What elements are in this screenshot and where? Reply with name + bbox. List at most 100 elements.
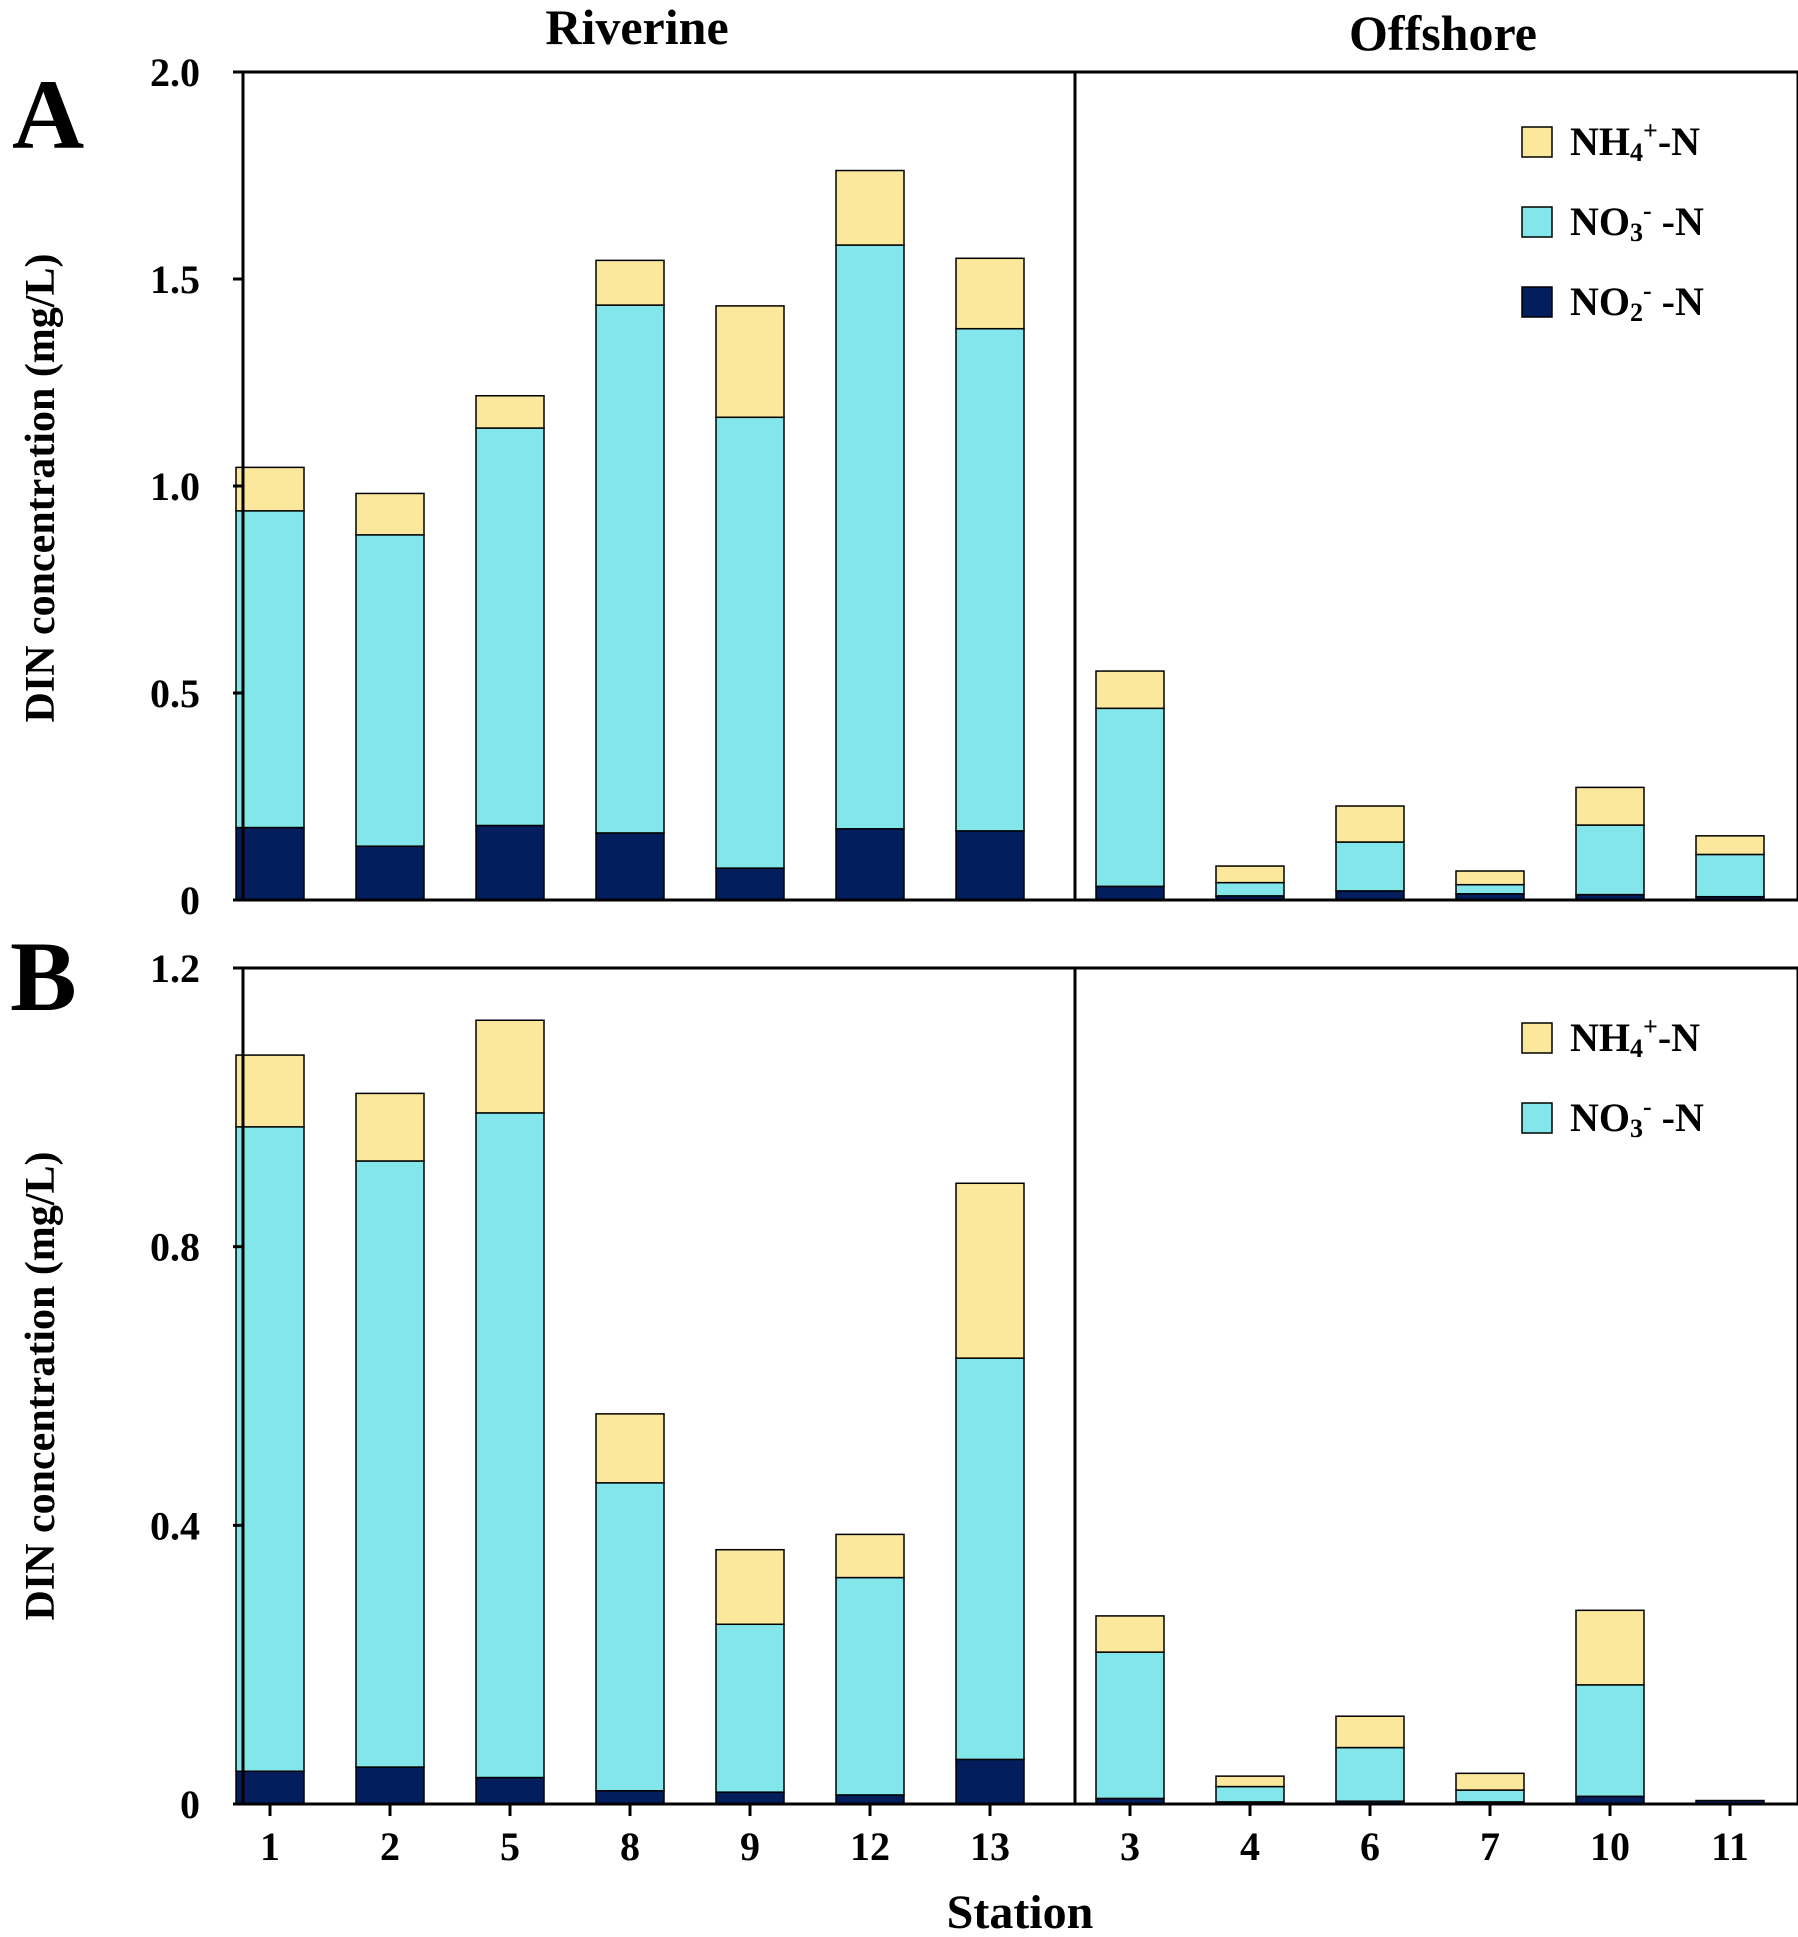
bar-a-station-3-nh4 xyxy=(1095,670,1165,710)
bar-a-station-1-nh4 xyxy=(235,466,305,512)
x-tick-label-station-7: 7 xyxy=(1480,1824,1500,1869)
x-tick-label-station-1: 1 xyxy=(260,1824,280,1869)
panel-a-y-axis: 0 0.5 1.0 1.5 2.0 xyxy=(150,50,243,923)
panel-b: 00.40.81.2 1 2 5 8 9 12 13 3 4 6 7 10 11 NH4+-NNO3- … xyxy=(18,946,1798,1869)
bar-b-station-10-no3 xyxy=(1575,1684,1645,1798)
b-legend-swatch-no3 xyxy=(1521,1102,1553,1134)
bar-b-station-1-non xyxy=(235,1770,305,1805)
bar-b-station-2-no3 xyxy=(355,1160,425,1768)
panel-letter-b: B xyxy=(10,921,77,1032)
a-y-tick-label: 1.0 xyxy=(150,464,200,509)
bar-a-station-11-no3 xyxy=(1695,853,1765,898)
a-legend-label-no3: NO3- -N xyxy=(1570,196,1704,247)
a-legend-swatch-nh4 xyxy=(1521,126,1553,158)
x-tick-label-station-6: 6 xyxy=(1360,1824,1380,1869)
panel-b-legend: NH4+-N NO3- -N xyxy=(1521,1012,1704,1143)
bar-b-station-7-no3 xyxy=(1455,1789,1525,1803)
bar-a-station-6-nh4 xyxy=(1335,805,1405,843)
bar-b-station-3-no3 xyxy=(1095,1651,1165,1800)
a-legend-label-no2: NO2- -N xyxy=(1570,276,1704,327)
bar-a-station-3-no2 xyxy=(1095,885,1165,901)
x-tick-label-station-3: 3 xyxy=(1120,1824,1140,1869)
bar-b-station-3-nh4 xyxy=(1095,1615,1165,1653)
a-y-tick-label: 2.0 xyxy=(150,50,200,95)
a-y-tick-label: 0 xyxy=(180,878,200,923)
panel-letter-a: A xyxy=(12,59,84,170)
x-tick-label-station-13: 13 xyxy=(970,1824,1010,1869)
a-legend-swatch-no3 xyxy=(1521,206,1553,238)
bar-b-station-6-no3 xyxy=(1335,1746,1405,1802)
bar-a-station-7-no3 xyxy=(1455,883,1525,895)
bar-a-station-4-nh4 xyxy=(1215,865,1285,884)
panel-a-bars xyxy=(235,169,1765,901)
b-y-tick-label: 0.8 xyxy=(150,1225,200,1270)
bar-a-station-12-nh4 xyxy=(835,169,905,246)
bar-b-station-4-no3 xyxy=(1215,1785,1285,1803)
bar-a-station-10-no3 xyxy=(1575,824,1645,896)
bar-a-station-5-no2 xyxy=(475,824,545,901)
bar-a-station-8-no2 xyxy=(595,832,665,901)
bar-b-station-12-nh4 xyxy=(835,1533,905,1579)
bar-a-station-10-nh4 xyxy=(1575,786,1645,826)
bar-b-station-6-nh4 xyxy=(1335,1715,1405,1749)
bar-b-station-9-nh4 xyxy=(715,1548,785,1626)
bar-b-station-2-non xyxy=(355,1766,425,1805)
bar-a-station-5-nh4 xyxy=(475,394,545,429)
x-axis-label: Station xyxy=(947,1886,1094,1937)
bar-b-station-9-non xyxy=(715,1791,785,1805)
x-tick-label-station-8: 8 xyxy=(620,1824,640,1869)
bar-a-station-3-no3 xyxy=(1095,707,1165,888)
a-y-tick-label: 0.5 xyxy=(150,671,200,716)
bar-a-station-8-nh4 xyxy=(595,259,665,306)
bar-a-station-2-no2 xyxy=(355,845,425,901)
bar-b-station-1-no3 xyxy=(235,1126,305,1773)
x-tick-label-station-4: 4 xyxy=(1240,1824,1260,1869)
a-y-tick-label: 1.5 xyxy=(150,257,200,302)
panel-b-y-axis: 0 0.4 0.8 1.2 xyxy=(150,946,243,1827)
b-legend-label-no3: NO3- -N xyxy=(1570,1092,1704,1143)
panel-a-legend: NH4+-N NO3- -N NO2- -N xyxy=(1521,116,1704,327)
bar-a-station-12-no2 xyxy=(835,828,905,901)
b-y-tick-label: 1.2 xyxy=(150,946,200,991)
bar-a-station-9-no2 xyxy=(715,867,785,901)
bar-b-station-10-nh4 xyxy=(1575,1609,1645,1686)
bar-b-station-2-nh4 xyxy=(355,1092,425,1162)
bar-a-station-7-nh4 xyxy=(1455,870,1525,886)
bar-b-station-5-no3 xyxy=(475,1112,545,1779)
x-tick-label-station-10: 10 xyxy=(1590,1824,1630,1869)
bar-b-station-5-non xyxy=(475,1776,545,1805)
bar-a-station-9-no3 xyxy=(715,416,785,869)
b-legend-label-nh4: NH4+-N xyxy=(1570,1012,1700,1063)
bar-b-station-7-nh4 xyxy=(1455,1772,1525,1791)
panel-b-bars xyxy=(235,1019,1765,1805)
bar-a-station-6-no3 xyxy=(1335,841,1405,892)
bar-b-station-8-nh4 xyxy=(595,1413,665,1484)
bar-b-station-8-no3 xyxy=(595,1482,665,1792)
bar-a-station-8-no3 xyxy=(595,304,665,834)
group-label-riverine: Riverine xyxy=(545,0,728,55)
x-tick-label-station-9: 9 xyxy=(740,1824,760,1869)
bar-a-station-1-no2 xyxy=(235,826,305,901)
bar-a-station-5-no3 xyxy=(475,427,545,827)
x-tick-label-station-5: 5 xyxy=(500,1824,520,1869)
bar-a-station-9-nh4 xyxy=(715,305,785,419)
bar-b-station-13-no3 xyxy=(955,1357,1025,1761)
x-tick-label-station-11: 11 xyxy=(1711,1824,1749,1869)
panel-b-x-axis: 1 2 5 8 9 12 13 3 4 6 7 10 11 xyxy=(260,1804,1749,1869)
b-legend-swatch-nh4 xyxy=(1521,1022,1553,1054)
bar-b-station-5-nh4 xyxy=(475,1019,545,1114)
bar-a-station-4-no3 xyxy=(1215,881,1285,897)
bar-a-station-13-no3 xyxy=(955,327,1025,832)
bar-b-station-9-no3 xyxy=(715,1623,785,1793)
bar-a-station-13-no2 xyxy=(955,830,1025,901)
bar-a-station-2-no3 xyxy=(355,534,425,847)
x-tick-label-station-12: 12 xyxy=(850,1824,890,1869)
panel-a: 0 0.5 1.0 1.5 2.0 NH4+-N NO3- -N NO2- -N DIN c… xyxy=(18,50,1798,923)
bar-b-station-12-no3 xyxy=(835,1576,905,1796)
a-legend-label-nh4: NH4+-N xyxy=(1570,116,1700,167)
group-label-offshore: Offshore xyxy=(1349,5,1537,61)
x-tick-label-station-2: 2 xyxy=(380,1824,400,1869)
bar-b-station-8-non xyxy=(595,1790,665,1805)
panel-b-frame xyxy=(241,966,1798,1806)
